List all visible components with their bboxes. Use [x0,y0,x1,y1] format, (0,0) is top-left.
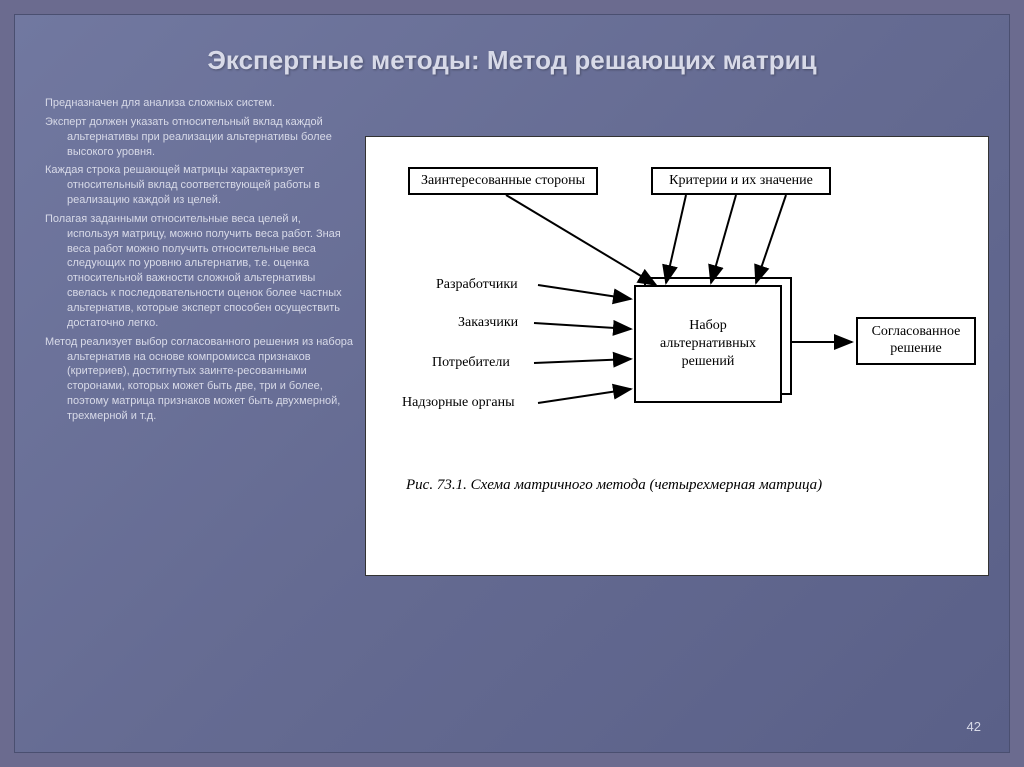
diagram-panel: Заинтересованные стороны Критерии и их з… [365,136,989,576]
text-column: Предназначен для анализа сложных систем.… [45,96,355,576]
arrows-svg [366,137,996,457]
paragraph: Полагая заданными относительные веса цел… [45,212,355,331]
slide: Экспертные методы: Метод решающих матриц… [14,14,1010,753]
diagram-caption: Рис. 73.1. Схема матричного метода (четы… [406,477,822,494]
slide-title: Экспертные методы: Метод решающих матриц [15,15,1009,86]
content-area: Предназначен для анализа сложных систем.… [15,86,1009,596]
paragraph: Метод реализует выбор согласованного реш… [45,335,355,424]
paragraph: Эксперт должен указать относительный вкл… [45,115,355,160]
paragraph: Каждая строка решающей матрицы характери… [45,163,355,208]
page-number: 42 [967,719,981,734]
paragraph: Предназначен для анализа сложных систем. [45,96,355,111]
diagram: Заинтересованные стороны Критерии и их з… [366,137,988,575]
